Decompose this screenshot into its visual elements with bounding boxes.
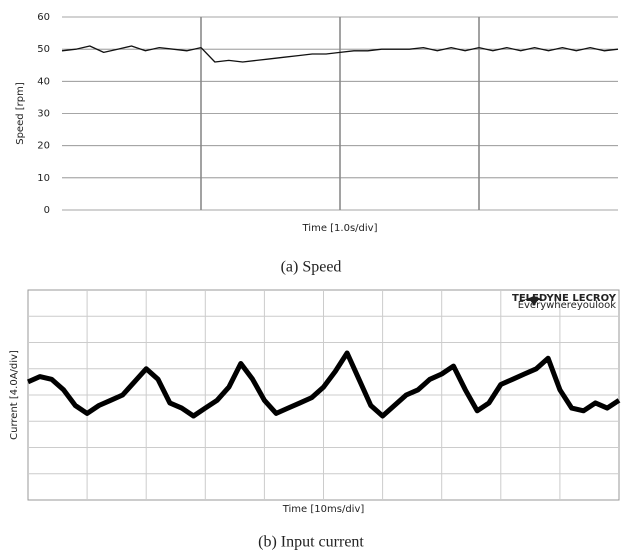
x-axis-title: Time [10ms/div]: [282, 504, 365, 515]
y-tick-label: 0: [44, 205, 50, 216]
logo-tagline: Everywhereyoulook: [518, 300, 617, 311]
y-tick-label: 50: [37, 44, 50, 55]
caption: (b) Input current: [258, 534, 364, 551]
y-axis-title: Speed [rpm]: [15, 82, 26, 145]
y-axis-title: Current [4.0A/div]: [9, 350, 20, 440]
y-tick-label: 60: [37, 12, 50, 23]
y-tick-label: 20: [37, 141, 50, 152]
y-tick-label: 10: [37, 173, 50, 184]
y-tick-label: 30: [37, 109, 50, 120]
figure: 0 10 20 30 40 50 60 Time [1.0s/div] Speed [rpm] (…: [0, 0, 622, 559]
page: {"chart_data": [ {"type": "line", "y_lab…: [0, 0, 622, 559]
x-axis-title: Time [1.0s/div]: [302, 223, 378, 234]
y-tick-label: 40: [37, 76, 50, 87]
caption: (a) Speed: [281, 259, 342, 276]
